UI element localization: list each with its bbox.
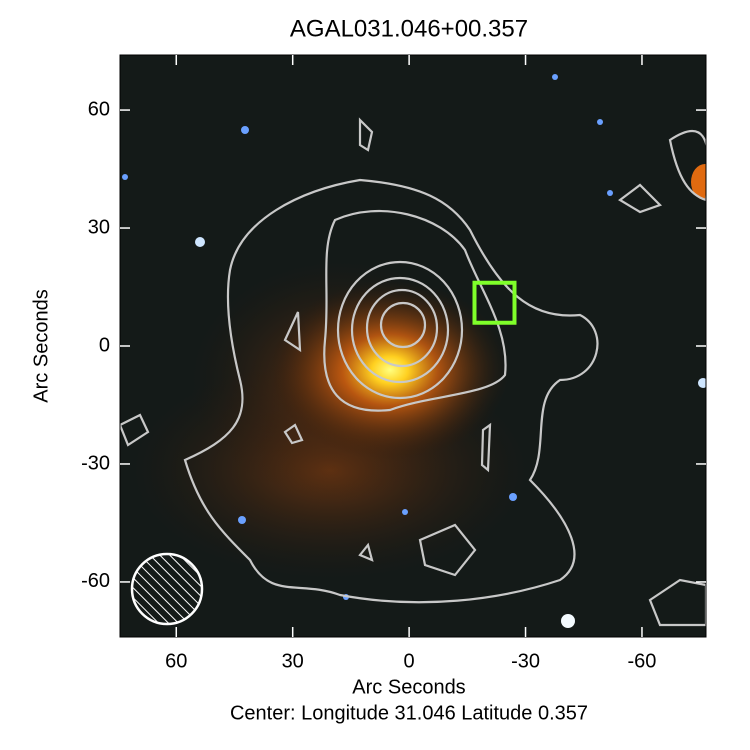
x-axis-label: Arc Seconds	[352, 676, 465, 698]
beam	[130, 552, 204, 626]
chart-title: AGAL031.046+00.357	[290, 15, 528, 42]
x-tick-label: -30	[511, 650, 540, 672]
x-tick-label: -60	[628, 650, 657, 672]
x-tick-label: 0	[404, 650, 415, 672]
y-axis-label: Arc Seconds	[30, 289, 52, 402]
x-tick-label: 60	[165, 650, 187, 672]
marker-box	[472, 280, 517, 325]
y-tick-label: 60	[88, 98, 110, 120]
y-tick-label: 30	[88, 216, 110, 238]
x-tick-label: 30	[282, 650, 304, 672]
y-tick-label: -30	[81, 452, 110, 474]
sky-image	[120, 55, 706, 637]
y-tick-label: -60	[81, 570, 110, 592]
footer: Center: Longitude 31.046 Latitude 0.357	[230, 702, 588, 724]
y-tick-label: 0	[99, 334, 110, 356]
